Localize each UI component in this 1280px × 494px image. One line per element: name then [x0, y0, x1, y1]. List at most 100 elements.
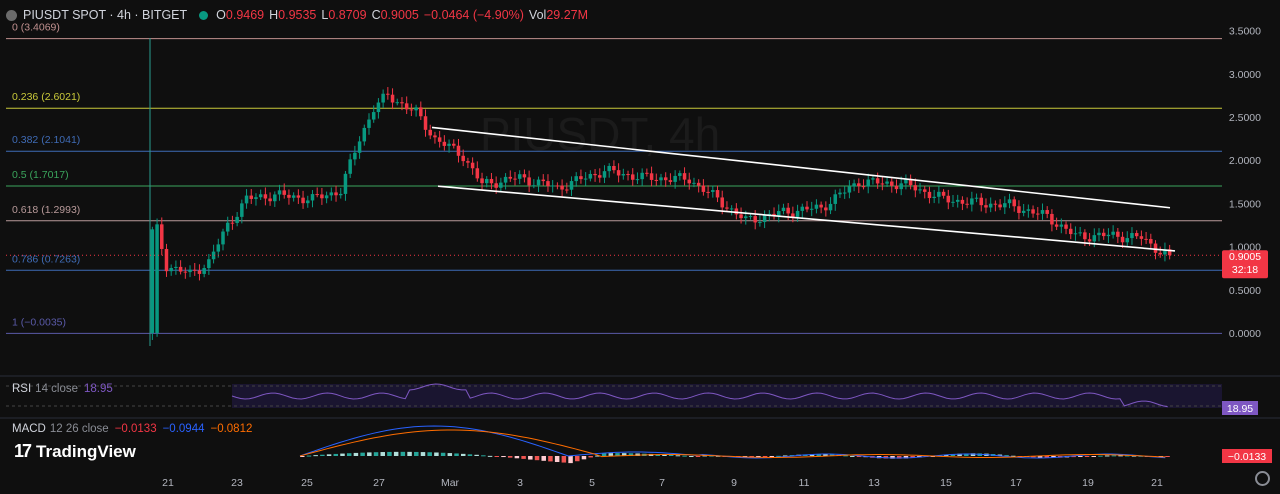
- open-value: 0.9469: [225, 8, 265, 22]
- candle-body: [880, 183, 885, 185]
- rsi-name: RSI: [12, 383, 32, 395]
- time-tick-label: 21: [1151, 477, 1163, 489]
- time-tick-label: 17: [1010, 477, 1022, 489]
- candle-body: [508, 176, 513, 179]
- candle-body: [711, 190, 715, 192]
- candle-body: [296, 195, 301, 198]
- candle-body: [852, 183, 856, 187]
- fib-level-label: 1 (−0.0035): [12, 316, 66, 328]
- macd-histogram-bar: [561, 456, 567, 463]
- macd-histogram-bar: [434, 452, 439, 456]
- price-tick-label: 2.5000: [1229, 112, 1261, 124]
- candle-body: [795, 210, 800, 217]
- candle-body: [894, 185, 899, 190]
- trendlines[interactable]: [431, 126, 1176, 252]
- candle-body: [447, 143, 451, 146]
- candle-body: [668, 180, 673, 182]
- open-label: O: [216, 8, 226, 22]
- candle-body: [273, 194, 277, 202]
- macd-histogram-bar: [387, 451, 392, 456]
- time-tick-label: 3: [517, 477, 523, 489]
- tradingview-logo[interactable]: 17 TradingView: [14, 441, 136, 462]
- macd-value-tag: [1222, 449, 1272, 463]
- macd-histogram-bar: [1071, 456, 1076, 458]
- trendline[interactable]: [437, 185, 1176, 252]
- price-axis[interactable]: 3.50003.00002.50002.00001.50001.00000.50…: [1229, 26, 1261, 340]
- candle-body: [598, 175, 602, 178]
- candle-body: [404, 103, 409, 110]
- watermark-text: PIUSDT, 4h: [480, 108, 720, 160]
- macd-signal-value: −0.0812: [210, 423, 253, 435]
- candle-body: [941, 191, 946, 196]
- candle-body: [244, 195, 249, 204]
- time-tick-label: 13: [868, 477, 880, 489]
- fibonacci-levels[interactable]: 0 (3.4069) 0.236 (2.6021) 0.382 (2.1041) 0.…: [6, 22, 1222, 334]
- fib-level-label: 0.382 (2.1041): [12, 134, 80, 146]
- candle-body: [965, 203, 969, 205]
- macd-histogram-bar: [521, 456, 526, 459]
- macd-histogram-bar: [380, 452, 385, 456]
- macd-histogram-bar: [487, 455, 493, 457]
- macd-histogram-bar: [467, 454, 473, 456]
- candle-body: [400, 102, 404, 104]
- macd-histogram-bar: [1011, 455, 1016, 457]
- high-value: 0.9535: [278, 8, 317, 22]
- macd-legend[interactable]: MACD 12 26 close −0.0133 −0.0944 −0.0812: [12, 423, 252, 435]
- candle-body: [890, 181, 894, 186]
- candle-body: [729, 208, 734, 210]
- macd-histogram-bar: [823, 454, 828, 456]
- candle-body: [932, 196, 936, 199]
- symbol-title[interactable]: PIUSDT SPOT · 4h · BITGET: [23, 8, 188, 22]
- candle-body: [513, 178, 517, 180]
- candle-body: [395, 102, 400, 104]
- macd-pane[interactable]: −0.0133: [299, 425, 1272, 464]
- trendline[interactable]: [431, 126, 1171, 209]
- candle-body: [452, 143, 456, 146]
- settings-gear-icon[interactable]: [1255, 471, 1270, 486]
- symbol-watermark: PIUSDT, 4h: [480, 108, 720, 160]
- candle-body: [334, 192, 338, 196]
- candle-body: [301, 197, 305, 204]
- candle-body: [230, 222, 235, 224]
- candle-body: [466, 161, 470, 163]
- rsi-pane[interactable]: 18.95: [6, 383, 1258, 415]
- candle-body: [291, 195, 296, 198]
- candle-body: [918, 189, 922, 191]
- candle-body: [899, 183, 903, 190]
- candle-body: [1026, 209, 1031, 211]
- candle-body: [984, 205, 988, 208]
- macd-histogram-bar: [997, 454, 1003, 456]
- candle-body: [640, 172, 644, 180]
- candle-body: [1045, 210, 1049, 214]
- candle-body: [555, 185, 560, 187]
- candle-body: [1050, 213, 1054, 225]
- brand-name: TradingView: [36, 441, 136, 461]
- time-axis[interactable]: 21 23 25 27 Mar 3 5 7 9 11 13 15 17 19 21: [162, 477, 1163, 489]
- time-tick-label: 15: [940, 477, 952, 489]
- rsi-band: [232, 384, 1222, 408]
- macd-histogram-bar: [621, 453, 627, 456]
- macd-histogram-bar: [964, 453, 969, 456]
- macd-histogram-bar: [541, 456, 546, 461]
- macd-histogram-bar: [957, 453, 962, 456]
- candle-body: [475, 168, 480, 179]
- macd-histogram-bar: [1037, 456, 1043, 458]
- candle-body: [367, 119, 371, 128]
- candle-body: [428, 129, 432, 136]
- rsi-legend[interactable]: RSI 14 close 18.95: [12, 383, 113, 395]
- candle-body: [343, 173, 348, 194]
- macd-value-tag-text: −0.0133: [1228, 451, 1266, 463]
- candle-body: [861, 186, 866, 188]
- candle-body: [993, 203, 998, 205]
- time-tick-label: 9: [731, 477, 737, 489]
- visibility-icon[interactable]: [199, 10, 209, 20]
- candle-body: [748, 216, 753, 218]
- candle-body: [842, 192, 847, 194]
- price-tick-label: 2.0000: [1229, 155, 1261, 167]
- candle-body: [522, 174, 527, 178]
- candle-body: [875, 178, 880, 184]
- candle-body: [437, 137, 442, 142]
- time-tick-label: 23: [231, 477, 243, 489]
- candle-body: [484, 178, 489, 184]
